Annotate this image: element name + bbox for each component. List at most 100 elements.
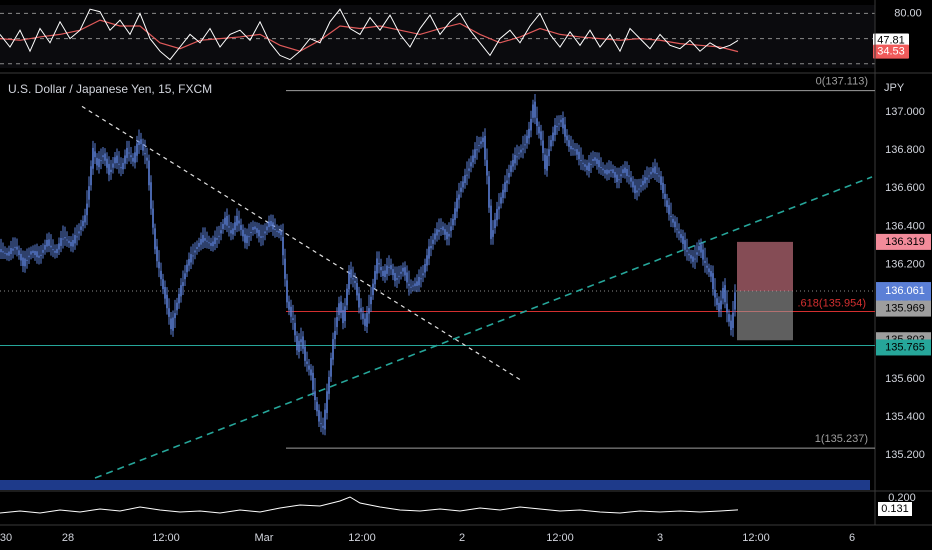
candle-body (254, 226, 256, 230)
candle-body (666, 200, 668, 208)
candle-body (722, 288, 724, 299)
candle-body (678, 231, 680, 234)
price-badge (876, 339, 931, 356)
candle-body (256, 228, 258, 233)
x-tick-label: 12:00 (348, 532, 376, 544)
candle-body (452, 218, 454, 226)
candle-body (600, 166, 602, 168)
candle-body (204, 238, 206, 241)
candle-body (82, 220, 84, 227)
candle-body (286, 280, 288, 303)
candle-body (130, 155, 132, 158)
candle-body (450, 226, 452, 231)
candle-body (500, 197, 502, 204)
candle-body (136, 143, 138, 156)
candle-body (140, 139, 142, 145)
candle-body (534, 101, 536, 118)
candle-body (638, 188, 640, 190)
candle-body (158, 261, 160, 269)
oscillator-background (0, 5, 875, 68)
oscillator-tick-label: 80.00 (894, 7, 922, 19)
candle-body (164, 286, 166, 299)
candle-body (586, 165, 588, 170)
candle-body (318, 410, 320, 422)
candle-body (64, 236, 66, 239)
candle-body (178, 293, 180, 304)
candle-body (512, 159, 514, 167)
candle-body (306, 361, 308, 364)
candle-body (364, 318, 366, 326)
candle-body (152, 208, 154, 228)
uptrend-line (94, 176, 873, 479)
candle-body (516, 156, 518, 158)
candle-body (508, 172, 510, 178)
candle-body (186, 264, 188, 273)
candle-body (18, 250, 20, 256)
price-tick-label: 135.400 (885, 411, 925, 423)
candle-body (262, 236, 264, 238)
candle-body (456, 198, 458, 212)
candle-body (424, 263, 426, 273)
candle-body (386, 265, 388, 274)
candle-body (476, 149, 478, 151)
lower-value-label: 0.131 (881, 503, 909, 515)
candle-body (462, 181, 464, 188)
candle-body (406, 272, 408, 283)
candle-body (532, 104, 534, 118)
oscillator-value-label: 34.53 (877, 46, 905, 58)
candle-body (416, 281, 418, 286)
candle-body (432, 239, 434, 244)
candle-body (656, 172, 658, 175)
x-tick-label: 6 (849, 532, 855, 544)
candle-body (150, 182, 152, 209)
x-tick-label: 2 (459, 532, 465, 544)
candle-body (480, 141, 482, 144)
candle-body (348, 271, 350, 290)
bottom-band (0, 480, 870, 490)
candle-body (706, 265, 708, 268)
candle-body (98, 158, 100, 168)
candle-body (268, 221, 270, 228)
candle-body (646, 177, 648, 180)
candle-body (538, 126, 540, 134)
candle-body (270, 220, 272, 227)
candle-body (54, 250, 56, 253)
oscillator-value-badge (873, 33, 909, 48)
price-badge-label: 136.061 (885, 285, 925, 297)
candle-body (726, 303, 728, 313)
candle-body (92, 147, 94, 169)
price-tick-label: 135.600 (885, 373, 925, 385)
candle-body (720, 300, 722, 310)
candle-body (630, 177, 632, 182)
x-axis: 30 28 12:00 Mar 12:00 2 12:00 3 12:00 6 (0, 524, 932, 544)
candle-body (102, 155, 104, 158)
candle-body (470, 162, 472, 167)
candle-body (388, 266, 390, 268)
candle-body (486, 160, 488, 176)
candle-body (390, 265, 392, 270)
candle-body (618, 179, 620, 181)
candle-body (30, 251, 32, 255)
x-tick-label: Mar (255, 532, 274, 544)
currency-unit: JPY (884, 82, 905, 94)
candle-body (460, 187, 462, 192)
candle-body (76, 236, 78, 238)
candle-body (492, 230, 494, 237)
candle-body (592, 158, 594, 161)
candle-body (294, 322, 296, 336)
candle-body (576, 149, 578, 155)
candle-body (336, 317, 338, 328)
price-tick-label: 136.200 (885, 258, 925, 270)
candle-body (66, 239, 68, 241)
candle-body (584, 164, 586, 167)
candle-body (574, 149, 576, 151)
candle-body (4, 252, 6, 254)
candle-body (546, 155, 548, 171)
candle-body (728, 314, 730, 322)
candle-body (198, 243, 200, 247)
candle-body (244, 234, 246, 243)
candle-body (696, 252, 698, 255)
candle-body (672, 218, 674, 223)
